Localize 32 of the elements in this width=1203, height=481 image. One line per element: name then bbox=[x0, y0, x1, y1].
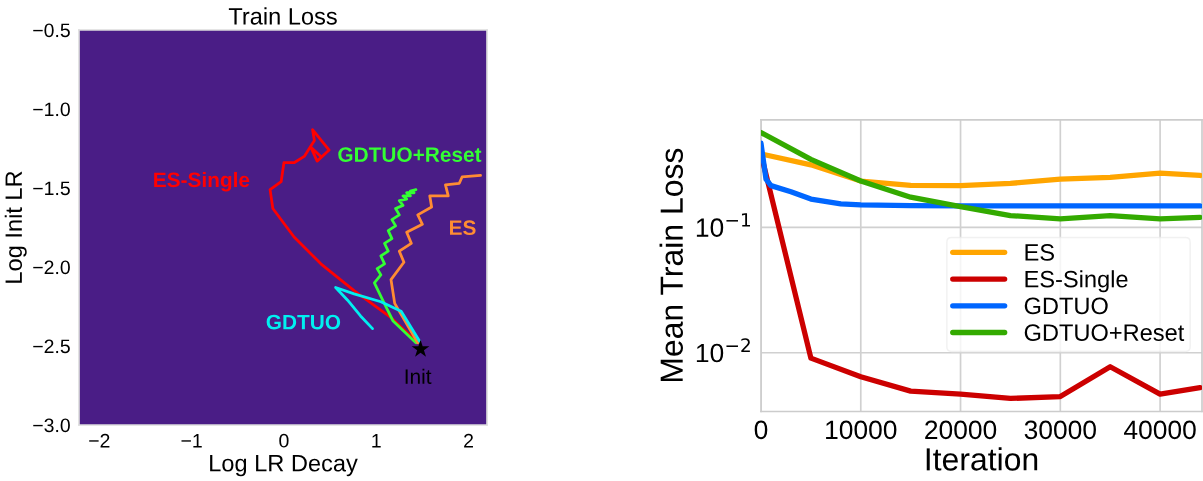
y-tick-label: −1.5 bbox=[33, 181, 70, 196]
series-label: ES bbox=[450, 220, 476, 236]
x-tick-label: 40000 bbox=[1124, 420, 1196, 440]
series-label: Init bbox=[405, 368, 432, 384]
x-tick-label: 1 bbox=[372, 434, 381, 448]
x-tick-label: −2 bbox=[89, 433, 110, 448]
y-tick-label: 10$^{−2}$ bbox=[696, 338, 750, 363]
series-label: GDTUO+Reset bbox=[338, 147, 482, 162]
x-tick-label: 2 bbox=[464, 433, 473, 448]
legend-label: GDTUO bbox=[1024, 297, 1108, 315]
y-tick-label: 10$^{−1}$ bbox=[696, 213, 750, 237]
legend-label: ES bbox=[1025, 244, 1054, 261]
legend-label: GDTUO+Reset bbox=[1024, 324, 1185, 341]
legend-label: ES-Single bbox=[1025, 270, 1128, 293]
y-tick-label: −2.0 bbox=[33, 260, 70, 275]
y-tick-label: −2.5 bbox=[33, 339, 70, 354]
y-axis-title: Mean Train Loss bbox=[659, 148, 684, 382]
series-label: GDTUO bbox=[266, 314, 341, 330]
x-axis-title: Log LR Decay bbox=[210, 455, 358, 477]
x-tick-label: 0 bbox=[754, 420, 768, 440]
x-axis-title: Iteration bbox=[926, 447, 1038, 471]
x-tick-label: −1 bbox=[181, 434, 202, 448]
x-tick-label: 20000 bbox=[925, 420, 997, 440]
y-axis-title: Log Init LR bbox=[4, 171, 27, 283]
x-tick-label: 10000 bbox=[826, 420, 897, 440]
series-label: ES-Single bbox=[154, 171, 250, 192]
chart-title: Train Loss bbox=[228, 7, 337, 25]
y-tick-label: −0.5 bbox=[33, 23, 70, 38]
x-tick-label: 0 bbox=[279, 433, 289, 448]
y-tick-label: −3.0 bbox=[33, 418, 70, 433]
y-tick-label: −1.0 bbox=[33, 102, 70, 117]
x-tick-label: 30000 bbox=[1024, 420, 1096, 440]
